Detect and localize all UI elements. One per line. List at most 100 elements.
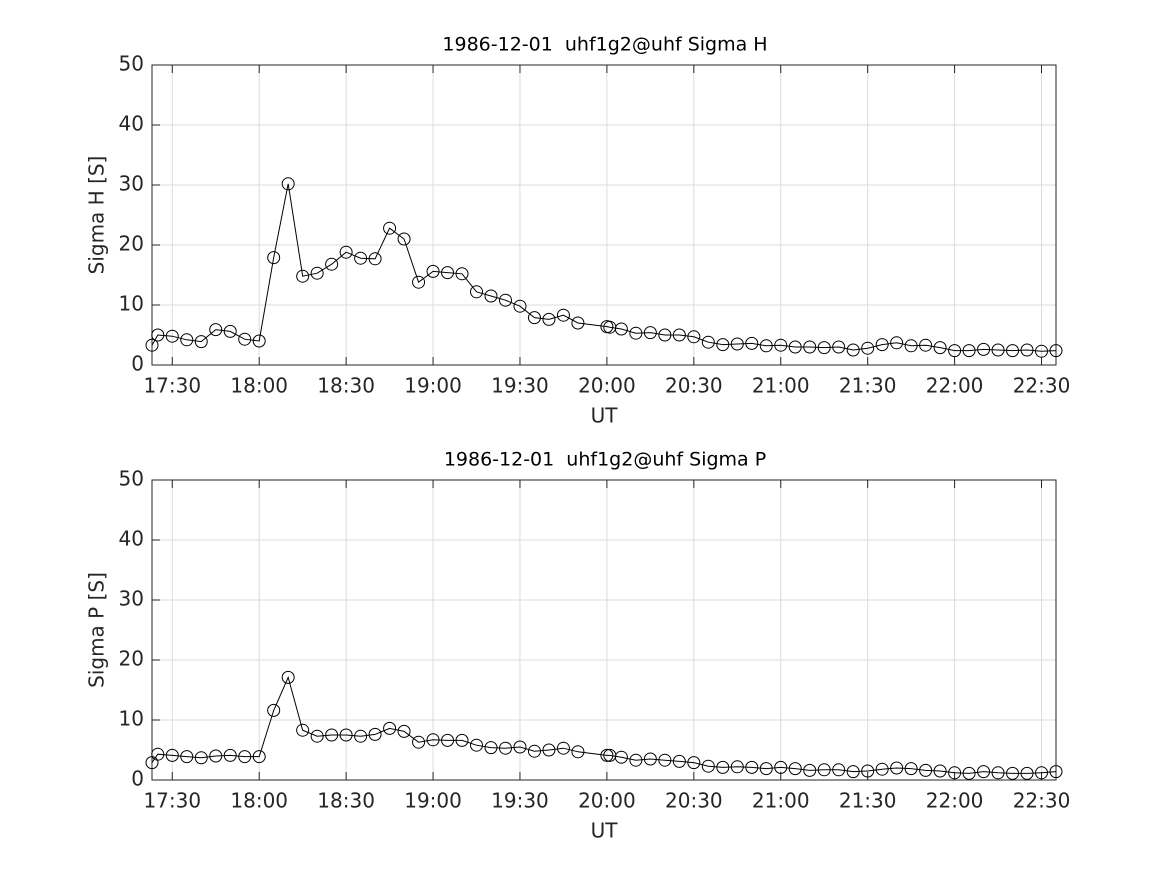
x-tick-label: 22:00 (926, 789, 984, 813)
x-tick-label: 18:00 (230, 374, 288, 398)
data-point (267, 251, 281, 265)
data-point (498, 741, 512, 755)
x-tick-label: 19:30 (491, 789, 549, 813)
data-point (948, 766, 962, 780)
data-point (614, 750, 628, 764)
data-point (412, 275, 426, 289)
x-tick-label: 20:00 (578, 374, 636, 398)
data-point (571, 745, 585, 759)
data-point (600, 748, 614, 762)
data-point (643, 326, 657, 340)
data-point (991, 766, 1005, 780)
data-point (397, 232, 411, 246)
x-tick-label: 21:00 (752, 374, 810, 398)
y-tick-label: 50 (119, 467, 144, 491)
data-point (803, 340, 817, 354)
data-point (701, 335, 715, 349)
data-point (788, 340, 802, 354)
data-point (933, 764, 947, 778)
data-point (933, 341, 947, 355)
data-point (1035, 766, 1049, 780)
data-point (513, 740, 527, 754)
y-tick-label: 30 (119, 172, 144, 196)
data-point (962, 344, 976, 358)
data-point (890, 336, 904, 350)
data-point (145, 338, 159, 352)
data-point (1006, 344, 1020, 358)
data-point (919, 338, 933, 352)
data-point (397, 724, 411, 738)
data-point (977, 342, 991, 356)
data-point (455, 267, 469, 281)
x-tick-label: 20:30 (665, 374, 723, 398)
data-point (759, 339, 773, 353)
x-tick-label: 19:00 (404, 789, 462, 813)
y-tick-label: 0 (131, 767, 144, 791)
data-point (441, 733, 455, 747)
data-point (716, 760, 730, 774)
plot-area (152, 65, 1056, 365)
data-point (470, 285, 484, 299)
x-axis-label: UT (591, 819, 619, 843)
x-tick-label: 18:30 (317, 789, 375, 813)
x-tick-label: 22:30 (1013, 789, 1071, 813)
data-point (542, 743, 556, 757)
data-point (745, 760, 759, 774)
data-point (977, 765, 991, 779)
data-point (383, 221, 397, 235)
data-point (310, 266, 324, 280)
data-point (484, 289, 498, 303)
data-point (658, 328, 672, 342)
data-point (281, 670, 295, 684)
data-point (209, 323, 223, 337)
data-point (1035, 344, 1049, 358)
x-tick-label: 21:30 (839, 789, 897, 813)
data-point (890, 761, 904, 775)
data-point (904, 339, 918, 353)
data-point (1020, 766, 1034, 780)
data-point (223, 324, 237, 338)
data-point (832, 340, 846, 354)
y-axis-label: Sigma H [S] (85, 156, 109, 275)
data-point (919, 763, 933, 777)
data-point (412, 735, 426, 749)
y-tick-label: 0 (131, 352, 144, 376)
data-point (165, 329, 179, 343)
data-point (745, 336, 759, 350)
data-point (296, 269, 310, 283)
series-line (151, 183, 1057, 352)
data-point (151, 747, 165, 761)
y-tick-label: 10 (119, 292, 144, 316)
data-point (325, 257, 339, 271)
data-point (238, 750, 252, 764)
x-tick-label: 21:00 (752, 789, 810, 813)
data-point (455, 733, 469, 747)
x-tick-label: 19:00 (404, 374, 462, 398)
x-tick-label: 19:30 (491, 374, 549, 398)
data-point (339, 245, 353, 259)
data-point (846, 343, 860, 357)
data-point (788, 762, 802, 776)
y-tick-label: 30 (119, 587, 144, 611)
data-point (948, 344, 962, 358)
x-tick-label: 17:30 (143, 789, 201, 813)
data-point (484, 741, 498, 755)
data-point (252, 750, 266, 764)
data-point (861, 764, 875, 778)
plot-area (152, 480, 1056, 780)
data-point (1049, 344, 1063, 358)
data-point (151, 328, 165, 342)
data-point (354, 251, 368, 265)
x-tick-label: 22:00 (926, 374, 984, 398)
data-point (441, 266, 455, 280)
data-point (194, 751, 208, 765)
data-point (962, 766, 976, 780)
data-point (846, 765, 860, 779)
y-axis-label: Sigma P [S] (85, 572, 109, 688)
x-axis-label: UT (591, 404, 619, 428)
data-point (687, 756, 701, 770)
data-point (1049, 765, 1063, 779)
data-point (701, 759, 715, 773)
axes-box (151, 64, 1057, 366)
data-point (629, 326, 643, 340)
